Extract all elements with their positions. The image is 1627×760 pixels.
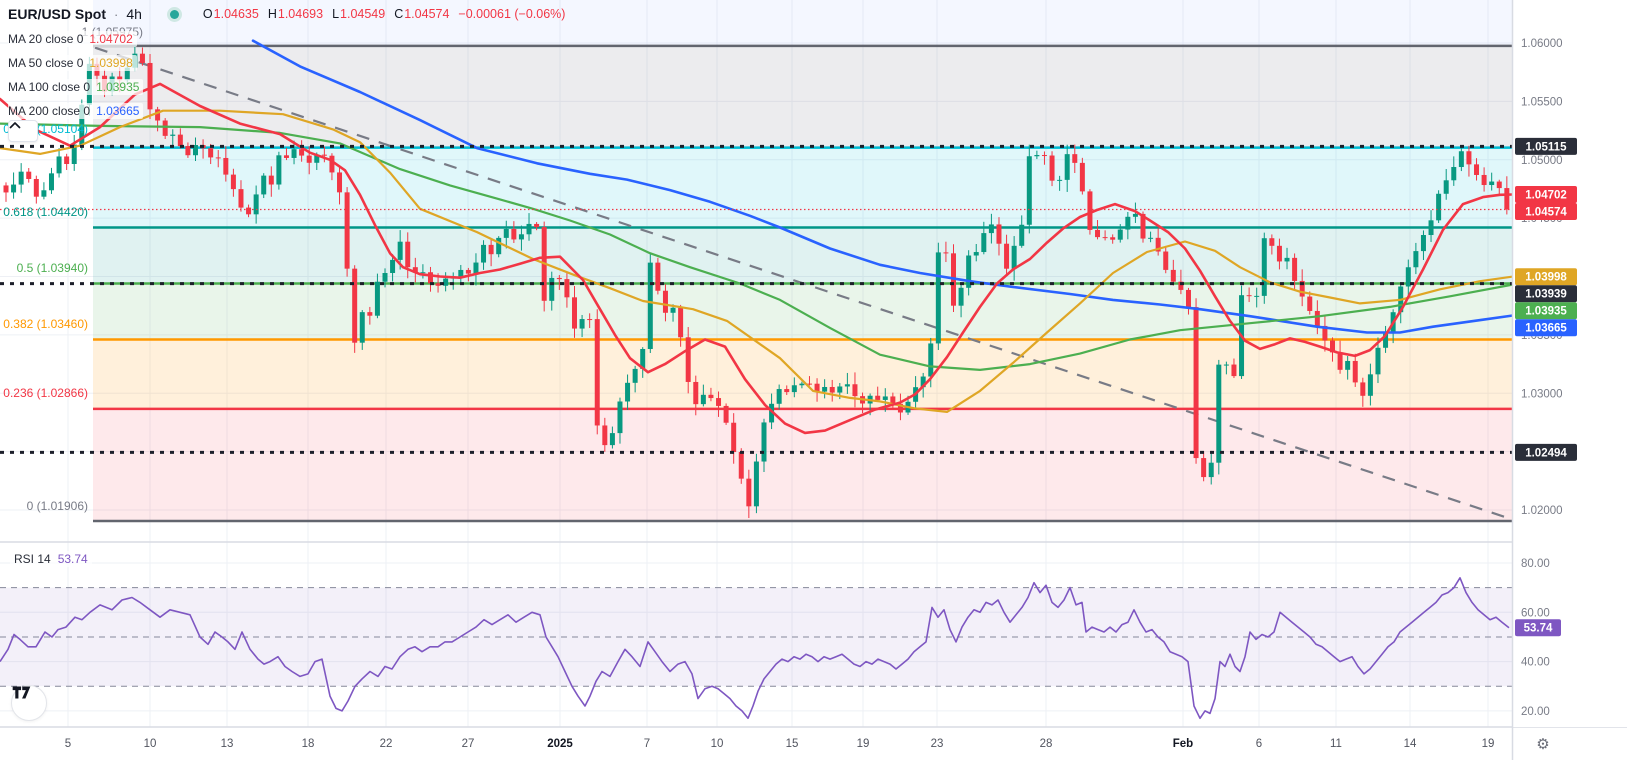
- svg-text:18: 18: [302, 738, 315, 750]
- ma200-line[interactable]: [251, 39, 1512, 334]
- svg-text:1.02000: 1.02000: [1521, 505, 1563, 517]
- svg-text:19: 19: [857, 738, 870, 750]
- ma100-legend[interactable]: MA 100 close 0 1.03935: [8, 79, 144, 95]
- svg-text:1.05500: 1.05500: [1521, 96, 1563, 108]
- price-axis-background: [1513, 0, 1627, 727]
- legend-collapse-button[interactable]: [8, 120, 38, 142]
- chevron-up-icon: [9, 122, 21, 129]
- ohlc-high: H 1.04693: [267, 7, 324, 21]
- svg-text:1.04574: 1.04574: [1525, 207, 1567, 219]
- fib-zones: [93, 0, 1512, 521]
- svg-text:6: 6: [1256, 738, 1262, 750]
- svg-text:1.03935: 1.03935: [1525, 306, 1567, 318]
- svg-text:53.74: 53.74: [1524, 623, 1553, 635]
- svg-text:2025: 2025: [547, 738, 573, 750]
- ma20-line[interactable]: [0, 82, 1512, 435]
- svg-text:15: 15: [786, 738, 799, 750]
- tradingview-logo[interactable]: [11, 685, 47, 721]
- svg-text:10: 10: [144, 738, 157, 750]
- svg-text:14: 14: [1404, 738, 1417, 750]
- interval-label[interactable]: 4h: [126, 6, 142, 22]
- rsi-legend[interactable]: RSI 14 53.74: [10, 551, 92, 567]
- svg-text:0.236 (1.02866): 0.236 (1.02866): [3, 386, 88, 400]
- svg-text:20.00: 20.00: [1521, 706, 1550, 718]
- source-logo-icon: [166, 6, 182, 22]
- ma200-legend[interactable]: MA 200 close 0 1.03665: [8, 103, 144, 119]
- svg-text:80.00: 80.00: [1521, 558, 1550, 570]
- dotted-price-levels[interactable]: [0, 144, 1512, 454]
- ma100-line[interactable]: [0, 122, 1512, 371]
- svg-text:13: 13: [221, 738, 234, 750]
- symbol-legend[interactable]: EUR/USD Spot · 4h O 1.04635 H 1.04693 L 1.0…: [8, 6, 565, 22]
- svg-text:1.03665: 1.03665: [1525, 323, 1567, 335]
- symbol-title[interactable]: EUR/USD Spot: [8, 6, 106, 22]
- svg-text:10: 10: [711, 738, 724, 750]
- svg-text:23: 23: [931, 738, 944, 750]
- svg-text:1.06000: 1.06000: [1521, 38, 1563, 50]
- svg-text:7: 7: [644, 738, 650, 750]
- price-axis-badges: 1.05115 1.04702 1.04574 1.03998 1.03939 1.039…: [1515, 137, 1577, 637]
- symbol-separator: ·: [114, 6, 119, 22]
- svg-text:1.05000: 1.05000: [1521, 155, 1563, 167]
- rsi-pane: [0, 577, 1512, 720]
- svg-text:19: 19: [1482, 738, 1495, 750]
- svg-text:22: 22: [380, 738, 393, 750]
- change-value: −0.00061 (−0.06%): [458, 7, 566, 21]
- svg-text:0 (1.01906): 0 (1.01906): [27, 499, 88, 513]
- time-axis[interactable]: 5 10 13 18 22 27 2025 7 10 15 19 23 28 Feb 6 11 14 19: [65, 738, 1495, 750]
- svg-text:0.382 (1.03460): 0.382 (1.03460): [3, 317, 88, 331]
- ohlc-open: O 1.04635: [202, 7, 259, 21]
- svg-text:1.02494: 1.02494: [1525, 447, 1567, 459]
- svg-text:Feb: Feb: [1173, 738, 1193, 750]
- ohlc-low: L 1.04549: [332, 7, 386, 21]
- svg-text:1.03000: 1.03000: [1521, 388, 1563, 400]
- ma20-legend[interactable]: MA 20 close 0 1.04702: [8, 31, 137, 47]
- svg-text:28: 28: [1040, 738, 1053, 750]
- svg-text:5: 5: [65, 738, 71, 750]
- rsi-line[interactable]: [0, 577, 1510, 720]
- svg-text:27: 27: [462, 738, 475, 750]
- svg-text:40.00: 40.00: [1521, 657, 1550, 669]
- svg-text:11: 11: [1330, 738, 1342, 750]
- svg-text:1.04702: 1.04702: [1525, 190, 1567, 202]
- svg-text:1.05115: 1.05115: [1526, 141, 1568, 153]
- svg-text:1.03998: 1.03998: [1525, 272, 1567, 284]
- tradingview-logo-icon: [12, 686, 31, 699]
- svg-text:1.03939: 1.03939: [1525, 289, 1567, 301]
- svg-text:60.00: 60.00: [1521, 607, 1550, 619]
- ma50-legend[interactable]: MA 50 close 0 1.03998: [8, 55, 137, 71]
- ohlc-values: O 1.04635 H 1.04693 L 1.04549 C 1.04574: [203, 7, 450, 21]
- settings-gear-icon[interactable]: ⚙: [1536, 736, 1550, 753]
- svg-text:0.618 (1.04420): 0.618 (1.04420): [3, 205, 88, 219]
- svg-text:0.5 (1.03940): 0.5 (1.03940): [17, 261, 88, 275]
- ohlc-close: C 1.04574: [394, 7, 450, 21]
- ma50-line[interactable]: [0, 109, 1512, 413]
